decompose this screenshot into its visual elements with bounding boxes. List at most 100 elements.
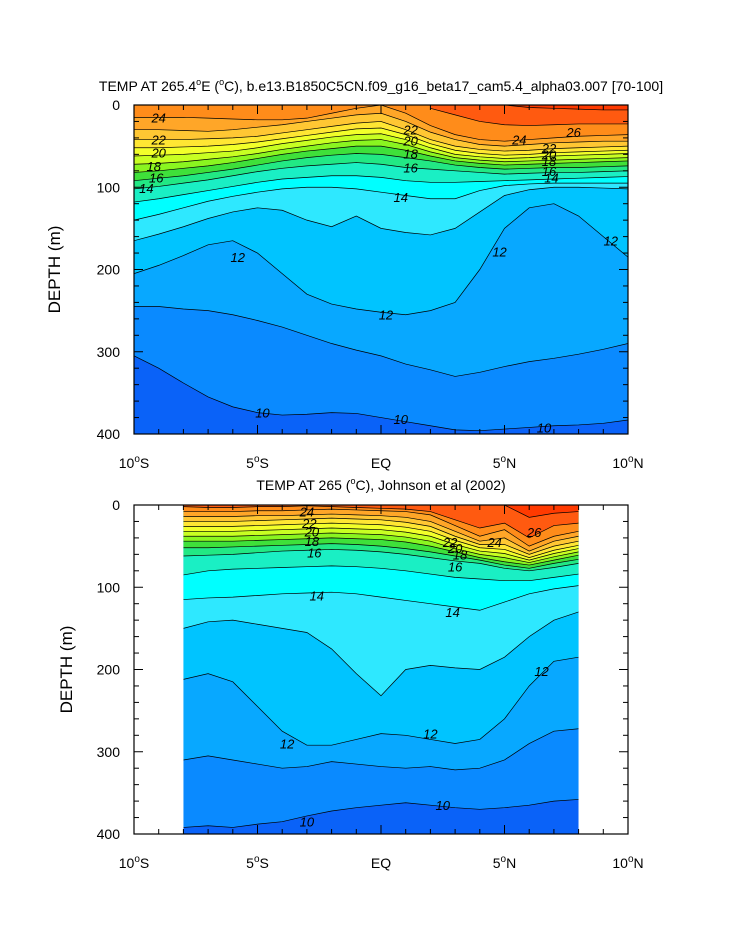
contour-label: 22 <box>301 516 317 531</box>
contour-label: 22 <box>442 535 458 550</box>
contour-label: 18 <box>453 547 468 562</box>
contour-fill-26 <box>504 105 628 110</box>
isotherm-line-14 <box>183 585 579 611</box>
contour-label: 12 <box>231 250 246 265</box>
x-tick-label: 10oS <box>119 854 149 871</box>
isotherm-line-14 <box>134 182 628 221</box>
isotherm-line-19 <box>134 139 628 165</box>
contour-label: 12 <box>534 664 549 679</box>
x-tick-label: 5oN <box>493 854 516 871</box>
isotherm-line-20 <box>134 133 628 159</box>
isotherm-line-12 <box>134 203 628 316</box>
contour-label: 14 <box>394 190 408 205</box>
contour-label: 20 <box>304 524 320 539</box>
contour-fill-25 <box>183 505 579 538</box>
isotherm-line-13 <box>183 611 579 697</box>
isotherm-line-12 <box>183 656 579 746</box>
isotherm-line-11 <box>134 306 628 377</box>
isotherm-line-13 <box>134 186 628 242</box>
contour-label: 22 <box>402 123 418 138</box>
contour-label: 26 <box>565 125 581 140</box>
contour-label: 12 <box>603 234 618 249</box>
contour-label: 20 <box>402 133 418 148</box>
isotherm-line-10 <box>183 799 579 828</box>
contour-label: 24 <box>150 110 165 125</box>
contour-label: 14 <box>310 588 324 603</box>
y-axis-label: DEPTH (m) <box>45 226 64 314</box>
isotherm-line-15 <box>183 565 579 582</box>
contour-label: 12 <box>379 308 394 323</box>
isotherm-line-16 <box>134 162 628 190</box>
contour-label: 10 <box>300 815 315 830</box>
contour-label: 16 <box>307 546 322 561</box>
isotherm-line-10 <box>134 355 628 432</box>
x-tick-label: 5oS <box>246 854 269 871</box>
contour-label: 20 <box>541 147 557 162</box>
isotherm-line-21 <box>134 127 628 156</box>
contour-fills <box>134 105 628 434</box>
isotherm-line-20 <box>183 527 579 561</box>
contour-label: 20 <box>447 541 463 556</box>
y-tick-label: 400 <box>97 426 121 442</box>
contour-label: 18 <box>147 159 162 174</box>
contour-label: 26 <box>526 525 542 540</box>
y-tick-label: 200 <box>97 662 121 678</box>
contour-label: 10 <box>394 412 409 427</box>
x-tick-label: 10oS <box>119 454 149 471</box>
isotherm-line-24 <box>134 105 628 142</box>
isotherm-line-16 <box>183 549 579 572</box>
isotherm-line-15 <box>134 175 628 203</box>
y-tick-label: 100 <box>97 579 121 595</box>
contour-label: 16 <box>149 170 164 185</box>
y-axis-label: DEPTH (m) <box>57 626 76 714</box>
y-tick-label: 300 <box>97 744 121 760</box>
y-tick-label: 0 <box>112 497 120 513</box>
contour-label: 22 <box>541 141 557 156</box>
isotherm-line-22 <box>134 121 628 152</box>
contour-fill-25 <box>430 105 628 126</box>
contour-label: 12 <box>492 244 507 259</box>
contour-label: 18 <box>305 534 320 549</box>
chart-title: TEMP AT 265 (oC), Johnson et al (2002) <box>256 476 505 493</box>
x-tick-label: 5oS <box>246 454 269 471</box>
contour-label: 24 <box>486 535 501 550</box>
y-tick-label: 100 <box>97 179 121 195</box>
contour-label: 14 <box>544 170 558 185</box>
isotherm-line-26 <box>504 105 628 111</box>
isotherm-line-17 <box>183 543 579 569</box>
contour-label: 14 <box>445 605 459 620</box>
isotherm-line-17 <box>134 153 628 182</box>
isotherm-line-19 <box>183 532 579 563</box>
contour-label: 10 <box>537 420 552 435</box>
contour-label: 18 <box>403 147 418 162</box>
contour-label: 12 <box>423 727 438 742</box>
contour-label: 16 <box>403 161 418 176</box>
contour-label: 12 <box>280 737 295 752</box>
x-tick-label: 10oN <box>612 854 643 871</box>
contour-label: 18 <box>542 154 557 169</box>
contour-fill-26 <box>504 505 579 518</box>
x-tick-label: 10oN <box>612 454 643 471</box>
x-tick-label: 5oN <box>493 454 516 471</box>
contour-label: 20 <box>150 146 166 161</box>
contour-label: 24 <box>511 133 526 148</box>
contour-label: 16 <box>542 164 557 179</box>
isotherm-line-22 <box>183 517 579 555</box>
y-tick-label: 400 <box>97 826 121 842</box>
y-tick-label: 300 <box>97 344 121 360</box>
y-tick-label: 200 <box>97 262 121 278</box>
contour-label: 10 <box>255 406 270 421</box>
isotherm-line-11 <box>183 728 579 771</box>
panel-bottom: 24222018162220181624261414121212101010oS… <box>57 476 644 871</box>
contour-label: 16 <box>448 560 463 575</box>
isotherm-line-18 <box>183 537 579 566</box>
contour-label: 24 <box>299 505 314 520</box>
isotherm-line-18 <box>134 145 628 173</box>
y-tick-label: 0 <box>112 97 120 113</box>
isotherm-line-21 <box>183 522 579 559</box>
x-tick-label: EQ <box>371 855 391 871</box>
isotherm-line-26 <box>504 505 579 518</box>
contour-label: 22 <box>150 133 166 148</box>
